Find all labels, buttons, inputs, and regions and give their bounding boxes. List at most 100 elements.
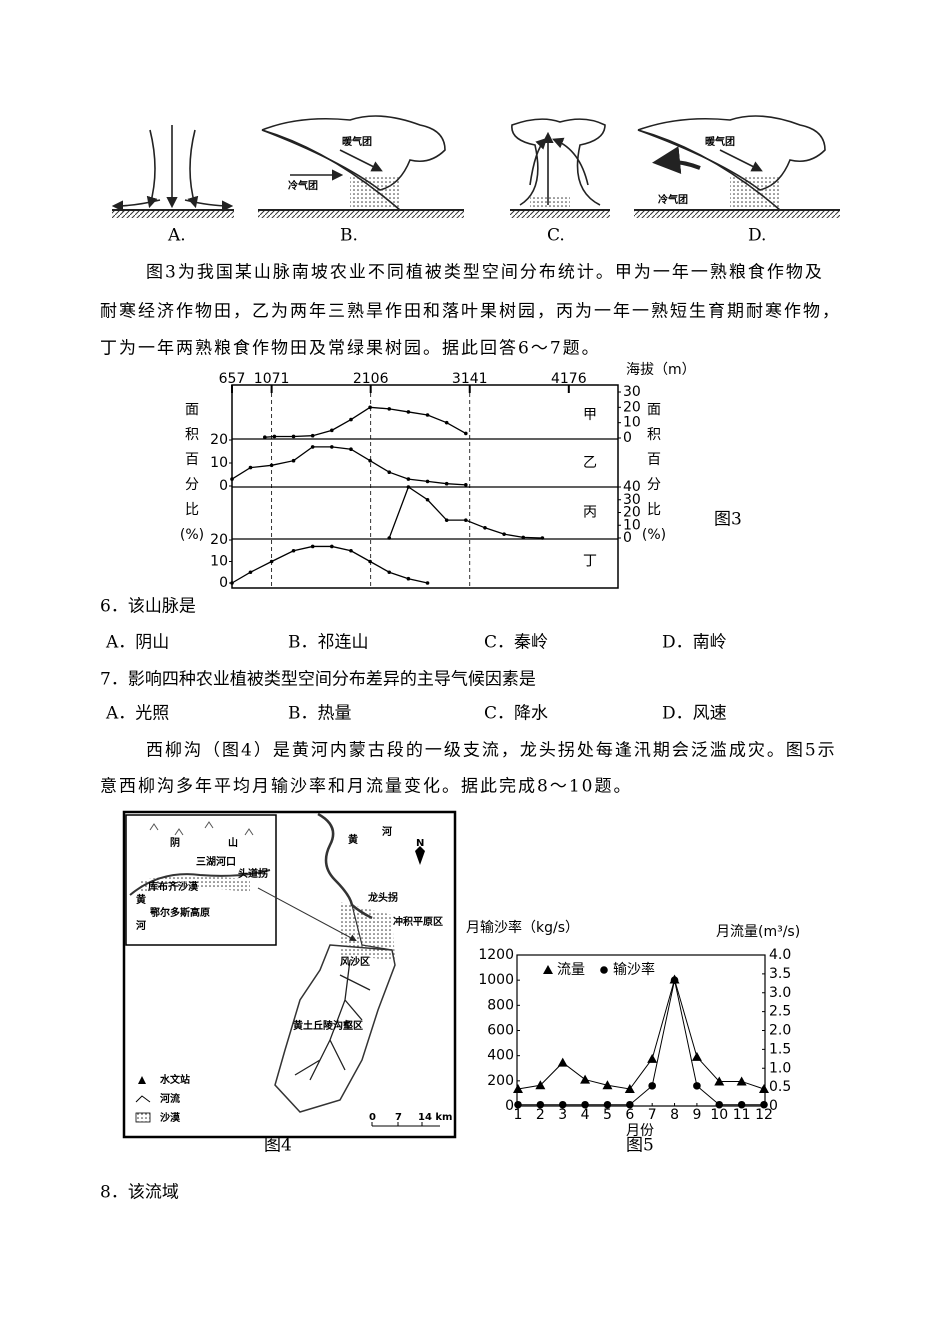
data-point	[691, 1051, 702, 1061]
y2-tick-label: 3.0	[769, 985, 791, 1001]
data-point	[648, 1082, 656, 1090]
data-point	[406, 576, 411, 581]
data-line	[231, 446, 466, 486]
data-point	[444, 420, 449, 425]
data-point	[349, 447, 353, 452]
data-point	[670, 976, 679, 984]
data-point	[248, 465, 253, 470]
y-tick-label: 0	[219, 478, 228, 494]
figure-3: 海拔（m） 图3	[231, 362, 742, 589]
y2-tick-label: 0.5	[769, 1079, 791, 1095]
paragraph-line: 图3为我国某山脉南坡农业不同植被类型空间分布统计。甲为一年一熟粮食作物及	[146, 262, 824, 283]
data-point	[513, 1084, 523, 1094]
question-option: C．秦岭	[484, 633, 548, 653]
y-tick-label: 20	[210, 532, 228, 548]
y-tick-label: 200	[487, 1073, 514, 1089]
data-point	[269, 463, 274, 468]
data-point	[330, 445, 334, 449]
y-tick-label: 1000	[478, 972, 514, 988]
y-label-left: 百	[185, 452, 199, 468]
data-point	[291, 458, 296, 463]
data-line	[388, 486, 543, 539]
diagram-b	[258, 115, 464, 218]
data-point	[272, 434, 277, 439]
legend-marker	[543, 965, 553, 974]
cold-air-label: 冷气团	[658, 193, 688, 206]
data-point	[444, 518, 449, 522]
y2-tick-label: 4.0	[769, 947, 791, 963]
map-label: 河	[382, 826, 392, 838]
data-point	[330, 544, 334, 549]
question-option: B．祁连山	[288, 633, 369, 653]
map-label: 三湖河口	[196, 855, 236, 868]
data-point	[425, 479, 430, 484]
data-point	[759, 1084, 769, 1094]
data-point	[368, 458, 372, 463]
x-tick-label: 1071	[254, 371, 290, 387]
map-label: 风沙区	[340, 956, 370, 968]
x-tick-label: 3141	[452, 371, 488, 387]
map-label: 黄	[136, 893, 146, 906]
data-point	[230, 581, 234, 585]
data-line	[517, 977, 765, 1090]
data-point	[406, 410, 411, 414]
data-point	[425, 497, 430, 502]
map-label: 库布齐沙漠	[148, 880, 199, 893]
data-point	[269, 559, 274, 564]
legend-label: 流量	[557, 962, 585, 978]
data-point	[387, 536, 392, 540]
y-label-left: 面	[185, 402, 199, 418]
question-stem: 6．该山脉是	[100, 597, 196, 617]
data-point	[603, 1100, 612, 1109]
x-tick-label: 10	[710, 1107, 728, 1123]
data-point	[368, 559, 372, 564]
map-label: 黄土丘陵沟壑区	[293, 1019, 363, 1032]
question-option: A．阴山	[105, 633, 169, 653]
data-point	[349, 548, 353, 553]
data-line	[518, 980, 764, 1106]
question-option: C．降水	[484, 704, 548, 724]
legend-label: 水文站	[159, 1073, 190, 1086]
data-point	[736, 1076, 747, 1086]
y-tick-label: 40	[623, 479, 641, 495]
data-point	[760, 1100, 768, 1109]
paragraph-line: 意西柳沟多年平均月输沙率和月流量变化。据此完成8～10题。	[100, 777, 632, 797]
y-label-left: 分	[185, 477, 199, 493]
data-point	[464, 518, 468, 522]
legend-label: 河流	[160, 1092, 180, 1105]
data-point	[425, 581, 430, 585]
y-tick-label: 20	[210, 432, 228, 448]
data-point	[602, 1080, 613, 1090]
y2-tick-label: 1.5	[769, 1041, 791, 1057]
data-point	[230, 477, 234, 481]
y-label-left: 积	[185, 427, 199, 443]
figure-4	[122, 810, 457, 1139]
paragraph-line: 耐寒经济作物田，乙为两年三熟旱作田和落叶果树园，丙为一年一熟短生育期耐寒作物，	[100, 301, 841, 322]
map-label: N	[416, 838, 424, 849]
map-label: 冲积平原区	[393, 915, 443, 928]
option-label: D.	[748, 226, 766, 246]
scale-label: 0	[369, 1112, 376, 1123]
diagram-a	[111, 125, 234, 218]
data-point	[387, 570, 392, 575]
x-tick-label: 6	[625, 1107, 634, 1123]
data-point	[693, 1082, 701, 1090]
y-label-right: 百	[647, 452, 661, 468]
scale-label: 14 km	[418, 1112, 452, 1123]
data-point	[580, 1074, 591, 1084]
data-point	[425, 413, 430, 417]
question-option: B．热量	[288, 704, 352, 724]
diagram-d	[634, 115, 840, 218]
panel-name: 乙	[583, 455, 597, 471]
question-stem: 7．影响四种农业植被类型空间分布差异的主导气候因素是	[100, 670, 536, 690]
y2-tick-label: 3.5	[769, 966, 791, 982]
y-tick-label: 0	[623, 430, 632, 446]
map-label: 山	[228, 836, 238, 849]
x-tick-label: 7	[648, 1107, 657, 1123]
y-label-left: 比	[185, 502, 199, 518]
option-label: C.	[547, 226, 565, 246]
data-point	[557, 1057, 568, 1067]
figure-caption: 图5	[626, 1136, 654, 1156]
scale-label: 7	[395, 1112, 402, 1123]
